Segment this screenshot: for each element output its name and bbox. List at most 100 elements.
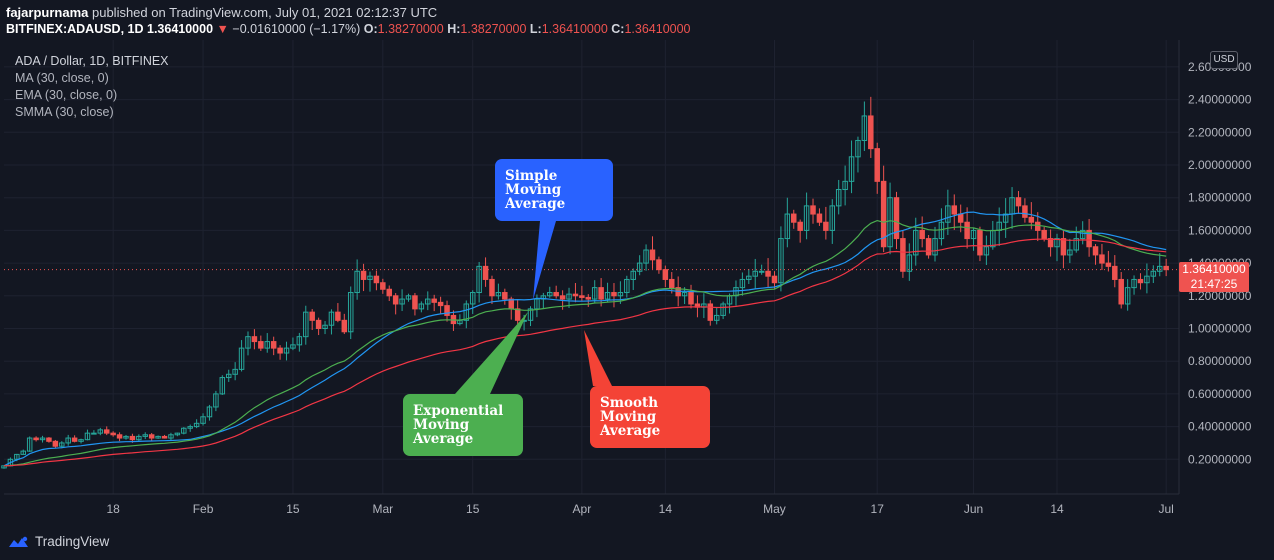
- candle: [868, 96, 874, 158]
- candle: [444, 300, 450, 322]
- candle: [566, 287, 572, 308]
- candle: [906, 243, 913, 281]
- candle-body: [1067, 249, 1073, 256]
- time-tick-label: May: [763, 502, 786, 516]
- candle: [900, 230, 906, 278]
- smma-callout: Smooth Moving Average: [590, 386, 710, 448]
- candle-body: [322, 324, 328, 330]
- candle: [303, 305, 309, 345]
- tradingview-logo-icon: [9, 536, 28, 547]
- price-tick-label: 1.00000000: [1188, 322, 1252, 336]
- legend-smma[interactable]: SMMA (30, close): [15, 105, 114, 119]
- bar-countdown: 21:47:25: [1190, 276, 1238, 291]
- candle-body: [386, 288, 392, 297]
- candle-body: [1163, 265, 1169, 271]
- publisher-name[interactable]: fajarpurnama: [6, 5, 89, 20]
- time-tick-label: 18: [106, 502, 120, 516]
- candle: [611, 283, 617, 308]
- candle: [1118, 272, 1124, 309]
- candle: [720, 301, 726, 320]
- candle-body: [970, 229, 977, 240]
- candle-body: [559, 295, 566, 300]
- last-price: 1.36410000: [147, 22, 214, 36]
- candle: [662, 265, 669, 288]
- candle-body: [636, 262, 643, 272]
- candle: [816, 208, 823, 226]
- candle: [148, 433, 155, 442]
- tradingview-logo[interactable]: TradingView: [8, 534, 109, 549]
- candle-body: [335, 311, 341, 321]
- candle: [71, 435, 78, 443]
- candle-body: [656, 259, 662, 271]
- candle-body: [39, 437, 46, 441]
- candle-body: [303, 311, 309, 338]
- candle-body: [688, 292, 694, 305]
- ema-callout: Exponential Moving Average: [403, 394, 523, 456]
- candle: [52, 439, 59, 448]
- candle: [1156, 253, 1163, 277]
- candle: [65, 434, 71, 446]
- candle: [476, 261, 482, 303]
- candle: [103, 426, 110, 436]
- candle: [425, 291, 431, 311]
- candle: [1099, 243, 1105, 270]
- candle: [1124, 279, 1131, 311]
- candle-body: [591, 287, 598, 300]
- candle: [579, 285, 585, 301]
- candle-body: [803, 205, 810, 231]
- candle: [373, 270, 380, 291]
- sma-pointer: [533, 221, 556, 300]
- legend-ema[interactable]: EMA (30, close, 0): [15, 88, 118, 102]
- candle: [489, 275, 495, 304]
- candle: [91, 430, 97, 435]
- candle-body: [611, 292, 617, 297]
- legend-title[interactable]: ADA / Dollar, 1D, BITFINEX: [15, 54, 169, 68]
- candle-body: [399, 298, 405, 305]
- price-axis: 0.20000000 0.40000000 0.60000000 0.80000000…: [1178, 40, 1252, 494]
- low-value: 1.36410000: [541, 22, 608, 36]
- candle-body: [1112, 265, 1118, 280]
- candle-body: [617, 292, 624, 297]
- candle-body: [1099, 254, 1105, 264]
- candle-body: [367, 275, 373, 280]
- price-tick-label: 0.40000000: [1188, 420, 1252, 434]
- currency-button[interactable]: USD: [1210, 51, 1238, 69]
- time-tick-label: Mar: [372, 502, 393, 516]
- candle-body: [155, 435, 161, 439]
- candle-body: [1079, 229, 1086, 240]
- candle-body: [880, 180, 887, 248]
- candle: [123, 434, 129, 440]
- candle-body: [347, 292, 354, 333]
- candle: [315, 317, 322, 336]
- candle: [713, 307, 720, 325]
- candle-body: [469, 292, 476, 305]
- candle-body: [373, 275, 380, 284]
- candle: [110, 431, 116, 437]
- candle: [553, 285, 559, 299]
- candle: [887, 182, 893, 255]
- candle: [341, 313, 348, 335]
- candle: [957, 204, 964, 233]
- tradingview-brand: TradingView: [35, 534, 110, 549]
- candle-body: [669, 278, 675, 289]
- candle-body: [900, 238, 906, 272]
- candle-body: [78, 439, 84, 442]
- candle: [463, 300, 470, 329]
- candle-body: [1118, 278, 1124, 305]
- candle: [206, 404, 213, 421]
- candle: [726, 293, 733, 314]
- candle: [84, 429, 91, 441]
- candle: [630, 268, 636, 291]
- candle-body: [893, 197, 900, 240]
- candle-body: [341, 319, 348, 333]
- price-chart[interactable]: 0.20000000 0.40000000 0.60000000 0.80000000…: [0, 0, 1274, 528]
- candle: [367, 271, 373, 292]
- candle-body: [161, 435, 168, 439]
- legend-ma[interactable]: MA (30, close, 0): [15, 71, 109, 85]
- candle-body: [874, 148, 880, 182]
- candle: [829, 199, 836, 244]
- candle-body: [765, 270, 771, 277]
- candle-body: [123, 435, 129, 439]
- candle-body: [752, 270, 758, 277]
- candle: [26, 436, 33, 452]
